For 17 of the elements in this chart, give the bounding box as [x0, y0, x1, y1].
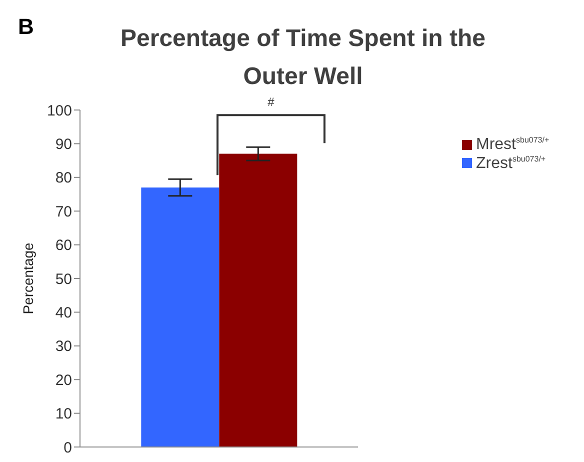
y-tick-label: 50 — [55, 270, 72, 288]
y-tick-label: 90 — [55, 136, 72, 154]
y-tick-label: 20 — [55, 372, 72, 389]
text: B — [18, 14, 34, 40]
y-tick-label: 0 — [64, 439, 72, 456]
y-tick-label: 10 — [55, 406, 72, 423]
y-tick-label: 60 — [55, 237, 72, 254]
y-axis-title: Percentage — [20, 242, 36, 314]
legend-label: Mrest$^{sbu073/+}$ — [476, 136, 550, 154]
chart-title: Percentage of Time Spent in the Outer Well — [120, 24, 486, 92]
y-tick-label: 100 — [46, 102, 72, 120]
y-tick-label: 40 — [55, 304, 72, 322]
legend-label: Zrest$^{sbu073/+}$ — [476, 154, 546, 172]
text: # — [266, 95, 276, 110]
y-tick-label: 30 — [55, 338, 72, 356]
y-tick-label: 70 — [55, 203, 72, 220]
y-tick-label: 80 — [55, 170, 72, 187]
